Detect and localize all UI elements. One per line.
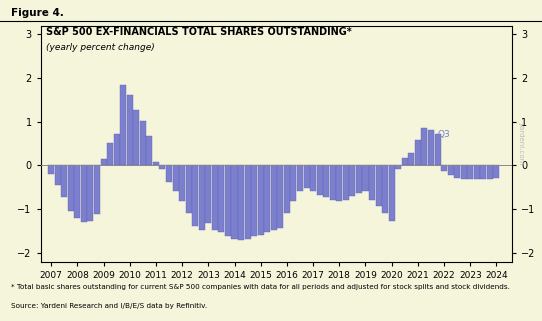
Bar (363, 166, 369, 191)
Bar (422, 128, 428, 166)
Text: yardeni.com: yardeni.com (518, 122, 524, 165)
Bar (179, 166, 185, 201)
Bar (186, 166, 192, 213)
Bar (264, 166, 270, 232)
Bar (257, 166, 264, 235)
Bar (159, 166, 165, 169)
Bar (330, 166, 335, 200)
Bar (153, 162, 159, 166)
Bar (480, 166, 486, 178)
Bar (474, 166, 480, 178)
Bar (415, 140, 421, 166)
Bar (343, 166, 349, 200)
Bar (68, 166, 74, 211)
Bar (244, 166, 250, 239)
Bar (172, 166, 178, 191)
Bar (94, 166, 100, 214)
Bar (402, 158, 408, 166)
Bar (205, 166, 211, 223)
Bar (107, 143, 113, 166)
Text: Figure 4.: Figure 4. (11, 8, 64, 18)
Bar (238, 166, 244, 240)
Bar (317, 166, 322, 195)
Bar (61, 166, 67, 197)
Bar (278, 166, 283, 228)
Bar (271, 166, 277, 230)
Bar (297, 166, 303, 191)
Bar (231, 166, 237, 239)
Text: * Total basic shares outstanding for current S&P 500 companies with data for all: * Total basic shares outstanding for cur… (11, 284, 509, 290)
Bar (251, 166, 257, 236)
Bar (369, 166, 375, 200)
Bar (212, 166, 218, 230)
Bar (467, 166, 473, 178)
Bar (218, 166, 224, 232)
Bar (127, 95, 133, 166)
Bar (382, 166, 388, 213)
Bar (493, 166, 500, 178)
Bar (192, 166, 198, 226)
Bar (81, 166, 87, 222)
Bar (199, 166, 205, 230)
Bar (428, 130, 434, 166)
Text: Source: Yardeni Research and I/B/E/S data by Refinitiv.: Source: Yardeni Research and I/B/E/S dat… (11, 303, 207, 309)
Bar (304, 166, 309, 188)
Bar (55, 166, 61, 185)
Bar (140, 121, 146, 166)
Bar (310, 166, 316, 191)
Bar (441, 166, 447, 171)
Text: S&P 500 EX-FINANCIALS TOTAL SHARES OUTSTANDING*: S&P 500 EX-FINANCIALS TOTAL SHARES OUTST… (46, 27, 352, 37)
Bar (356, 166, 362, 193)
Bar (87, 166, 93, 221)
Bar (100, 159, 107, 166)
Text: Q3: Q3 (437, 130, 450, 139)
Bar (146, 136, 152, 166)
Bar (74, 166, 80, 218)
Bar (114, 134, 120, 166)
Bar (284, 166, 290, 213)
Bar (291, 166, 296, 201)
Bar (376, 166, 382, 206)
Bar (435, 134, 441, 166)
Bar (336, 166, 343, 201)
Bar (166, 166, 172, 182)
Bar (350, 166, 356, 196)
Bar (389, 166, 395, 221)
Text: (yearly percent change): (yearly percent change) (46, 43, 155, 52)
Bar (133, 109, 139, 166)
Bar (323, 166, 329, 197)
Bar (448, 166, 454, 175)
Bar (408, 153, 414, 166)
Bar (461, 166, 467, 178)
Bar (225, 166, 231, 236)
Bar (395, 166, 401, 169)
Bar (48, 166, 54, 174)
Bar (454, 166, 460, 178)
Bar (120, 85, 126, 166)
Bar (487, 166, 493, 178)
